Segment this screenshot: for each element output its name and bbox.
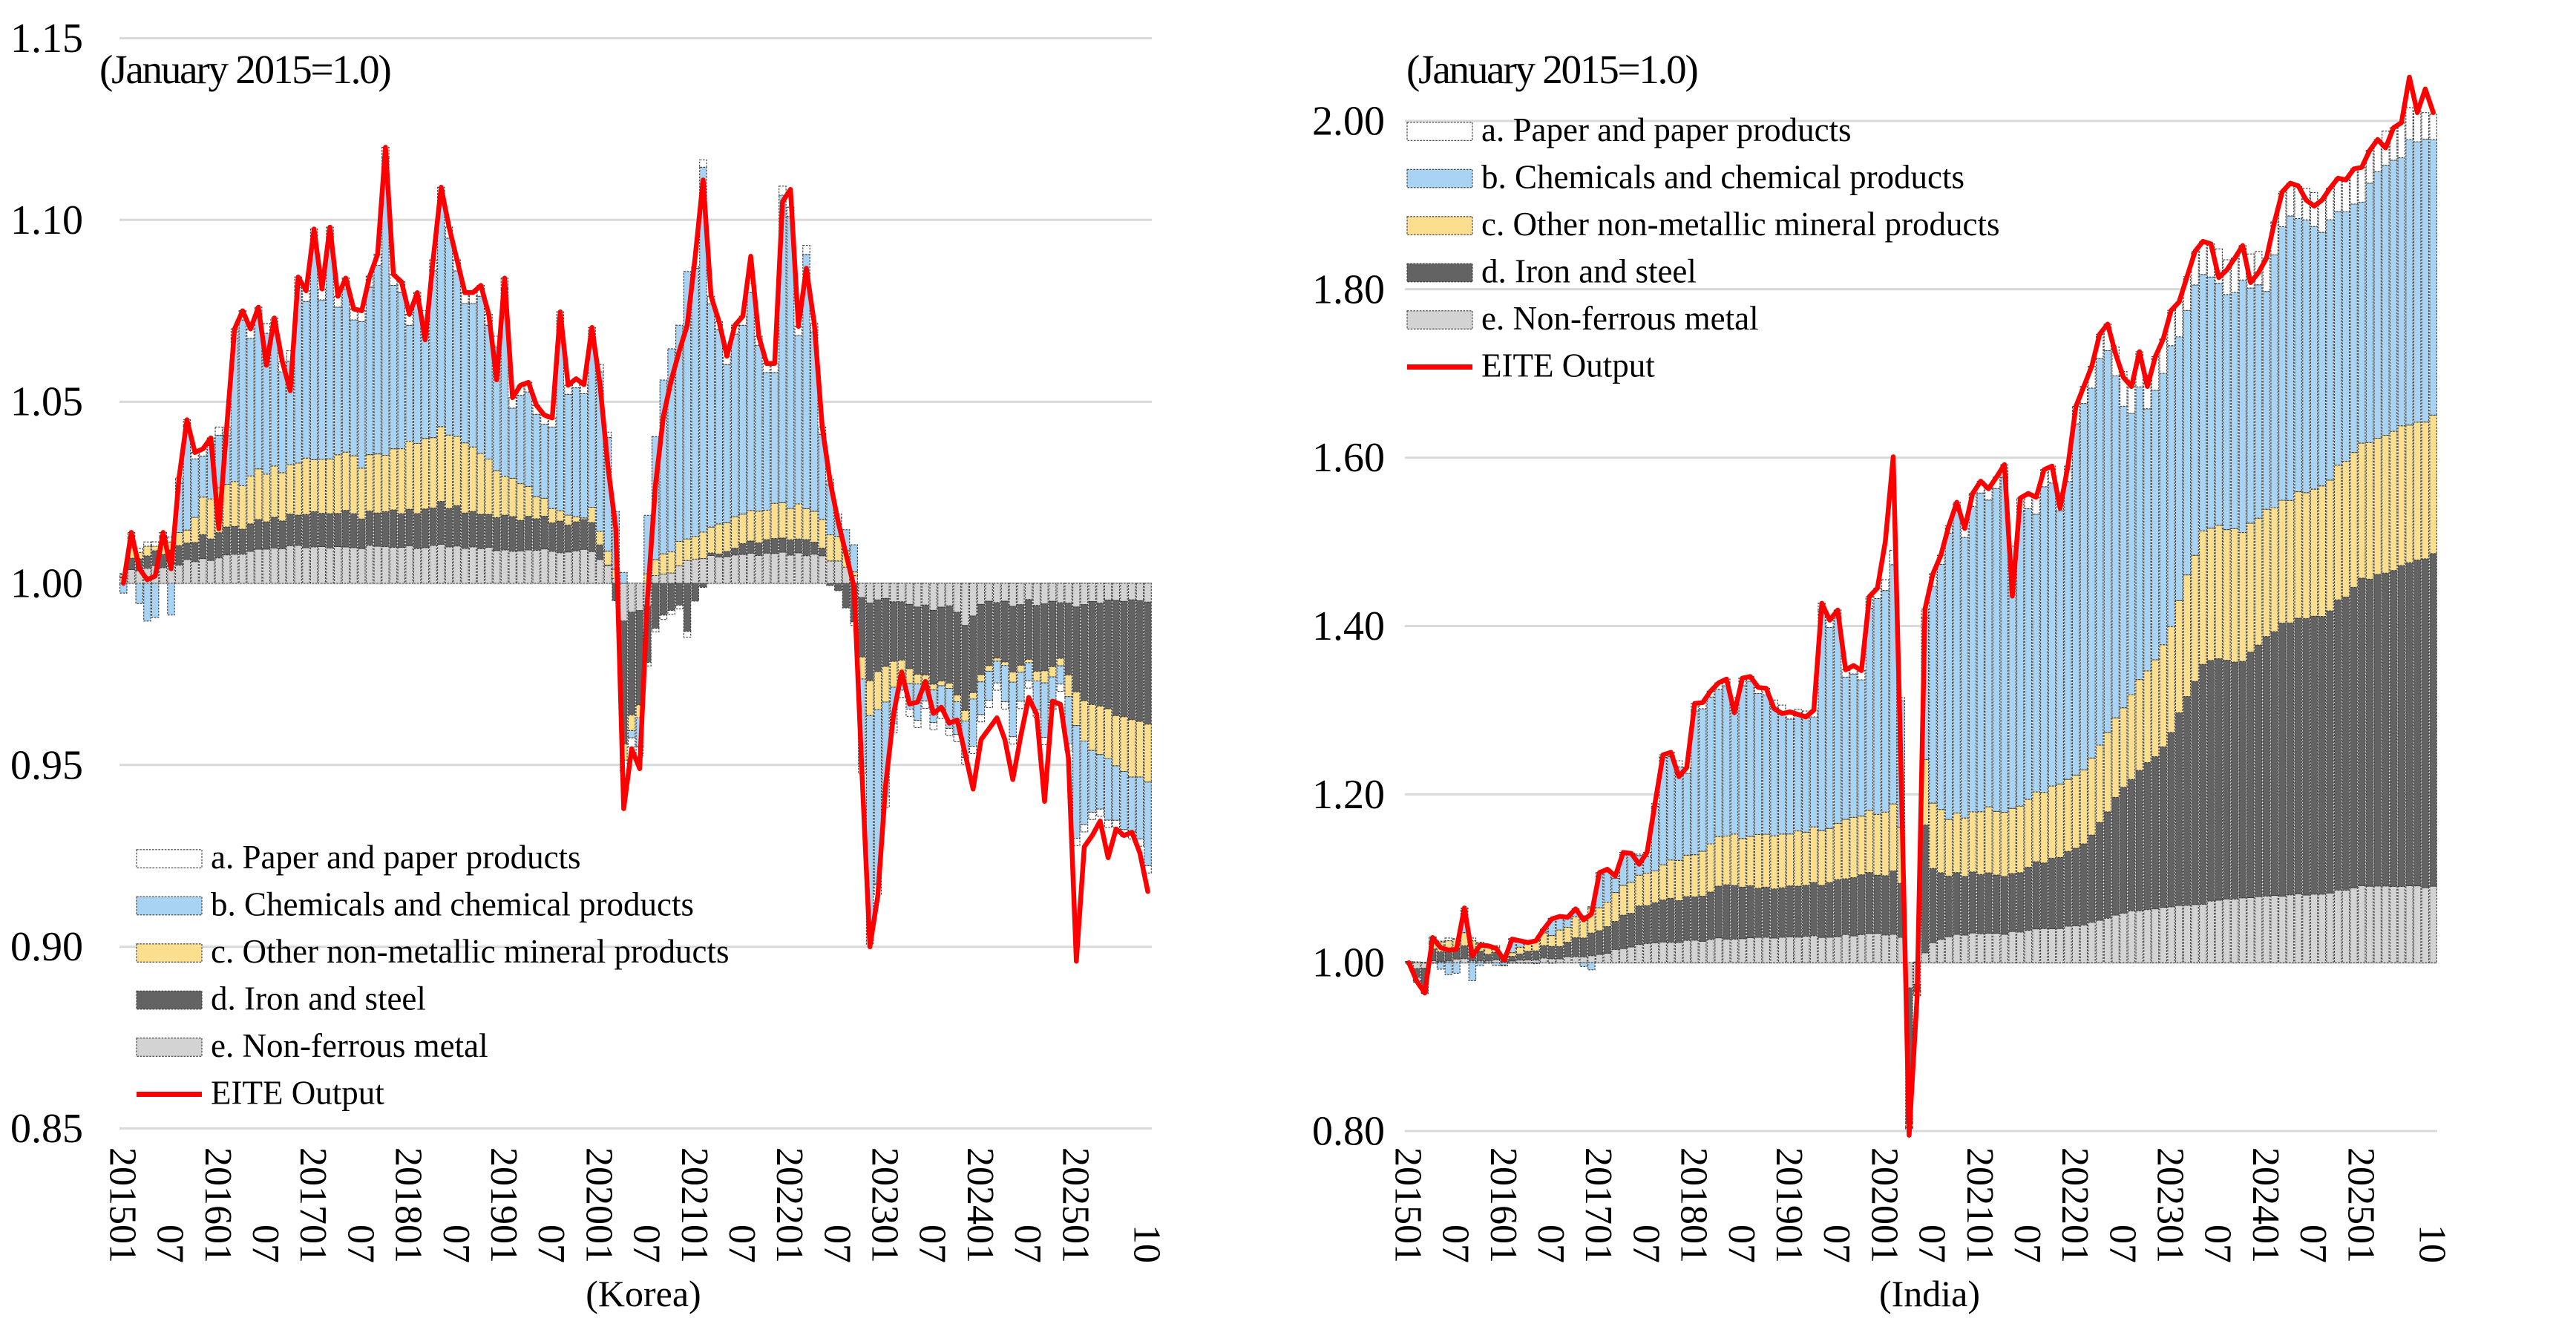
svg-text:10: 10: [2411, 1225, 2454, 1263]
svg-text:07: 07: [435, 1225, 477, 1263]
svg-text:201501: 201501: [101, 1147, 143, 1263]
svg-text:1.10: 1.10: [10, 197, 83, 243]
svg-text:201801: 201801: [387, 1147, 430, 1263]
svg-text:07: 07: [816, 1225, 858, 1263]
svg-text:201701: 201701: [1577, 1147, 1619, 1263]
svg-text:e. Non-ferrous metal: e. Non-ferrous metal: [211, 1027, 488, 1064]
svg-text:07: 07: [2292, 1225, 2334, 1263]
svg-text:202201: 202201: [768, 1147, 810, 1263]
svg-text:c. Other non-metallic mineral: c. Other non-metallic mineral products: [211, 933, 730, 970]
svg-text:202101: 202101: [673, 1147, 715, 1263]
svg-text:0.80: 0.80: [1312, 1109, 1385, 1155]
svg-text:0.90: 0.90: [10, 924, 83, 970]
svg-text:07: 07: [1625, 1225, 1667, 1263]
svg-text:201601: 201601: [1482, 1147, 1524, 1263]
svg-text:202001: 202001: [577, 1147, 620, 1263]
svg-text:07: 07: [2101, 1225, 2143, 1263]
svg-text:202001: 202001: [1863, 1147, 1905, 1263]
svg-text:1.00: 1.00: [1312, 940, 1385, 986]
svg-text:07: 07: [149, 1225, 191, 1263]
svg-text:201801: 201801: [1673, 1147, 1715, 1263]
svg-text:07: 07: [1911, 1225, 1953, 1263]
svg-text:2.00: 2.00: [1312, 99, 1385, 145]
svg-text:07: 07: [1435, 1225, 1477, 1263]
svg-text:e. Non-ferrous metal: e. Non-ferrous metal: [1481, 300, 1759, 337]
svg-text:07: 07: [1815, 1225, 1858, 1263]
svg-text:0.85: 0.85: [10, 1106, 83, 1152]
svg-text:07: 07: [1006, 1225, 1049, 1263]
svg-text:1.15: 1.15: [10, 16, 83, 62]
svg-text:1.20: 1.20: [1312, 772, 1385, 818]
svg-text:07: 07: [244, 1225, 286, 1263]
svg-text:07: 07: [530, 1225, 572, 1263]
svg-text:202501: 202501: [1054, 1147, 1096, 1263]
svg-text:201701: 201701: [292, 1147, 334, 1263]
svg-text:202301: 202301: [864, 1147, 906, 1263]
svg-text:1.00: 1.00: [10, 561, 83, 607]
svg-text:d. Iron and steel: d. Iron and steel: [211, 980, 426, 1017]
svg-text:202501: 202501: [2339, 1147, 2382, 1263]
svg-text:c. Other non-metallic mineral: c. Other non-metallic mineral products: [1481, 206, 2000, 243]
svg-text:202401: 202401: [959, 1147, 1001, 1263]
svg-text:a. Paper and paper products: a. Paper and paper products: [211, 839, 581, 876]
svg-text:202101: 202101: [1959, 1147, 2001, 1263]
svg-text:07: 07: [2006, 1225, 2048, 1263]
svg-text:a. Paper and paper products: a. Paper and paper products: [1481, 111, 1852, 148]
svg-text:202201: 202201: [2054, 1147, 2096, 1263]
svg-text:1.80: 1.80: [1312, 266, 1385, 312]
svg-text:07: 07: [911, 1225, 954, 1263]
svg-text:(Korea): (Korea): [586, 1273, 701, 1314]
svg-text:202401: 202401: [2244, 1147, 2287, 1263]
svg-text:0.95: 0.95: [10, 742, 83, 788]
svg-text:1.05: 1.05: [10, 379, 83, 425]
svg-text:1.40: 1.40: [1312, 603, 1385, 649]
svg-text:202301: 202301: [2149, 1147, 2192, 1263]
svg-text:07: 07: [1530, 1225, 1572, 1263]
svg-text:201901: 201901: [1768, 1147, 1810, 1263]
svg-text:07: 07: [339, 1225, 381, 1263]
svg-text:EITE Output: EITE Output: [211, 1075, 384, 1112]
svg-text:(January 2015=1.0): (January 2015=1.0): [99, 47, 390, 92]
svg-text:(January 2015=1.0): (January 2015=1.0): [1406, 47, 1697, 92]
svg-text:b. Chemicals and chemical prod: b. Chemicals and chemical products: [1481, 159, 1964, 196]
svg-text:07: 07: [2197, 1225, 2239, 1263]
svg-text:(India): (India): [1879, 1273, 1980, 1314]
svg-text:201601: 201601: [197, 1147, 239, 1263]
svg-text:d. Iron and steel: d. Iron and steel: [1481, 253, 1697, 290]
svg-text:07: 07: [1720, 1225, 1763, 1263]
svg-text:b. Chemicals and chemical prod: b. Chemicals and chemical products: [211, 886, 694, 923]
svg-text:07: 07: [721, 1225, 763, 1263]
svg-text:07: 07: [626, 1225, 668, 1263]
svg-text:201501: 201501: [1386, 1147, 1429, 1263]
svg-text:1.60: 1.60: [1312, 435, 1385, 481]
svg-text:10: 10: [1126, 1225, 1168, 1263]
svg-text:201901: 201901: [482, 1147, 525, 1263]
svg-text:EITE Output: EITE Output: [1481, 347, 1655, 384]
